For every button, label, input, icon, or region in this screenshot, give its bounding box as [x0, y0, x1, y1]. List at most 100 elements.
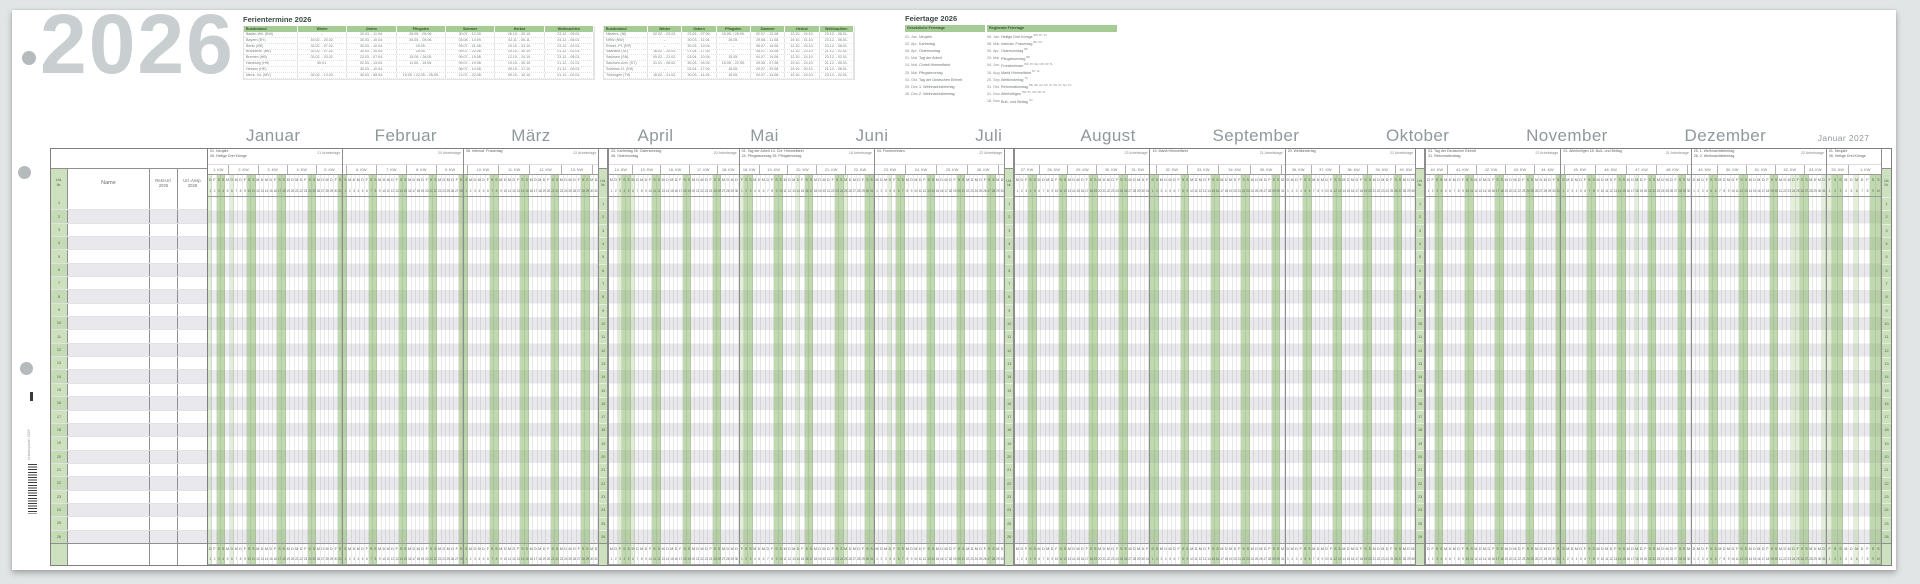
weekday-letter: F	[618, 178, 622, 182]
day-number: 13	[927, 189, 931, 193]
day-number: 28	[581, 189, 585, 193]
day-column	[1478, 175, 1483, 565]
ferien-cell: 02.02. - 03.02.	[648, 32, 683, 37]
day-number: 4	[889, 557, 891, 561]
weekend-column	[1245, 175, 1251, 565]
day-number: 14	[796, 557, 800, 561]
day-column	[1168, 175, 1173, 565]
name-cell	[68, 343, 150, 357]
weekday-letter: M	[1037, 547, 1041, 551]
day-number: 16	[1080, 189, 1084, 193]
weekday-letter: D	[1286, 178, 1290, 182]
ferien-cell: 02.03. - 13.03.	[347, 61, 397, 66]
day-number: 28	[1402, 557, 1406, 561]
weekday-letter: D	[1081, 547, 1084, 551]
weekday-letter: S	[282, 547, 285, 551]
weekend-column	[1499, 175, 1505, 565]
day-number: 1	[610, 557, 613, 561]
weekday-letter: D	[1792, 178, 1795, 182]
weekday-letter: F	[334, 547, 337, 551]
weekday-letter: F	[1614, 547, 1617, 551]
weekday-letter: M	[884, 547, 888, 551]
month-holiday-notes: 01. Tag der Arbeit 14. Chr. Himmelfahrt 2…	[739, 149, 874, 165]
day-number: 3	[1295, 557, 1298, 561]
repeat-column-body: 1 2 3 4 5 6 7 8 9 10 11 12 13 14 15 16 17 18 19 20 21 22 23 24 2…	[1005, 197, 1014, 544]
day-number: 2	[614, 557, 617, 561]
weekday-letter: M	[884, 178, 888, 182]
day-column	[1604, 175, 1609, 565]
day-number: 6	[897, 557, 900, 561]
row-number: 14	[1416, 370, 1425, 384]
holiday-date: 26. Dez.	[905, 92, 919, 97]
day-column	[321, 175, 325, 565]
day-number: 31	[1556, 189, 1560, 193]
name-cell	[68, 223, 150, 237]
weekday-letter: S	[1303, 178, 1307, 182]
weekday-letter: F	[893, 178, 896, 182]
day-number: 9	[1872, 189, 1874, 193]
day-number: 8	[1723, 189, 1725, 193]
weekday-letter: D	[1548, 547, 1551, 551]
day-number: 9	[645, 557, 647, 561]
day-number: 9	[243, 189, 246, 193]
weekday-letter: S	[779, 178, 782, 182]
weekend-column	[1185, 175, 1190, 565]
day-number: 29	[996, 557, 1000, 561]
day-number: 9	[1051, 557, 1053, 561]
weekday-letter: M	[568, 547, 572, 551]
day-number: 19	[420, 189, 425, 193]
row-number: 22	[1882, 476, 1892, 490]
weekday-letter: S	[1652, 178, 1656, 182]
day-number: 30	[1276, 557, 1280, 561]
day-column	[503, 175, 508, 565]
day-number: 10	[648, 189, 652, 193]
weekday-letter: S	[1592, 178, 1595, 182]
day-number: 26	[572, 189, 576, 193]
weekend-column	[808, 175, 814, 565]
calendar-week-label: 18. KW	[721, 167, 735, 172]
row-number: 11	[1416, 330, 1425, 343]
row-number: 19	[51, 437, 68, 450]
day-number: 13	[1478, 189, 1482, 193]
day-number: 8	[495, 189, 498, 193]
day-column	[974, 175, 979, 565]
holiday-name: Pfingstsonntag BB	[1001, 55, 1030, 61]
holiday-date: 01. Nov.	[987, 92, 1001, 97]
calendar-week-label: 50. KW	[1718, 165, 1748, 174]
weekend-column	[1307, 175, 1312, 565]
day-column	[704, 175, 709, 565]
weekday-letter: D	[1346, 178, 1350, 182]
day-number: 11	[507, 189, 511, 193]
day-column	[1809, 175, 1813, 565]
day-number: 8	[1592, 557, 1595, 561]
day-column	[1426, 175, 1431, 565]
day-number: 7	[235, 189, 237, 193]
table-row: 9	[51, 302, 207, 317]
weekday-letter: M	[1574, 547, 1578, 551]
weekend-column	[428, 175, 434, 565]
day-column	[1673, 175, 1678, 565]
weekday-letter: S	[459, 547, 463, 551]
weekday-letter: F	[1207, 178, 1210, 182]
day-number: 17	[1355, 189, 1359, 193]
day-number: 9	[243, 557, 246, 561]
holiday-note: 01. Allerheiligen 18. Buß- und Bettag	[1563, 149, 1622, 153]
row-number: 19	[1882, 436, 1892, 450]
row-number: 26	[599, 529, 608, 544]
weekend-column	[804, 175, 809, 565]
ferien-cell: 26.05. - 05.06.	[397, 32, 446, 37]
day-column	[1521, 175, 1526, 565]
weekday-letter: S	[369, 178, 373, 182]
day-number: 10	[247, 189, 251, 193]
weekday-letter: S	[429, 178, 433, 182]
ferien-cell: 15.05. / 26.05.	[397, 55, 446, 61]
day-number: 1	[876, 557, 878, 561]
ferien-cell: 21.12. - 02.01.	[820, 49, 854, 55]
weekday-letter: F	[425, 178, 428, 182]
day-number: 15	[935, 557, 940, 561]
day-number: 29	[1813, 557, 1817, 561]
day-column	[1207, 175, 1212, 565]
weekday-letter: S	[495, 547, 498, 551]
day-number: 25	[844, 189, 848, 193]
